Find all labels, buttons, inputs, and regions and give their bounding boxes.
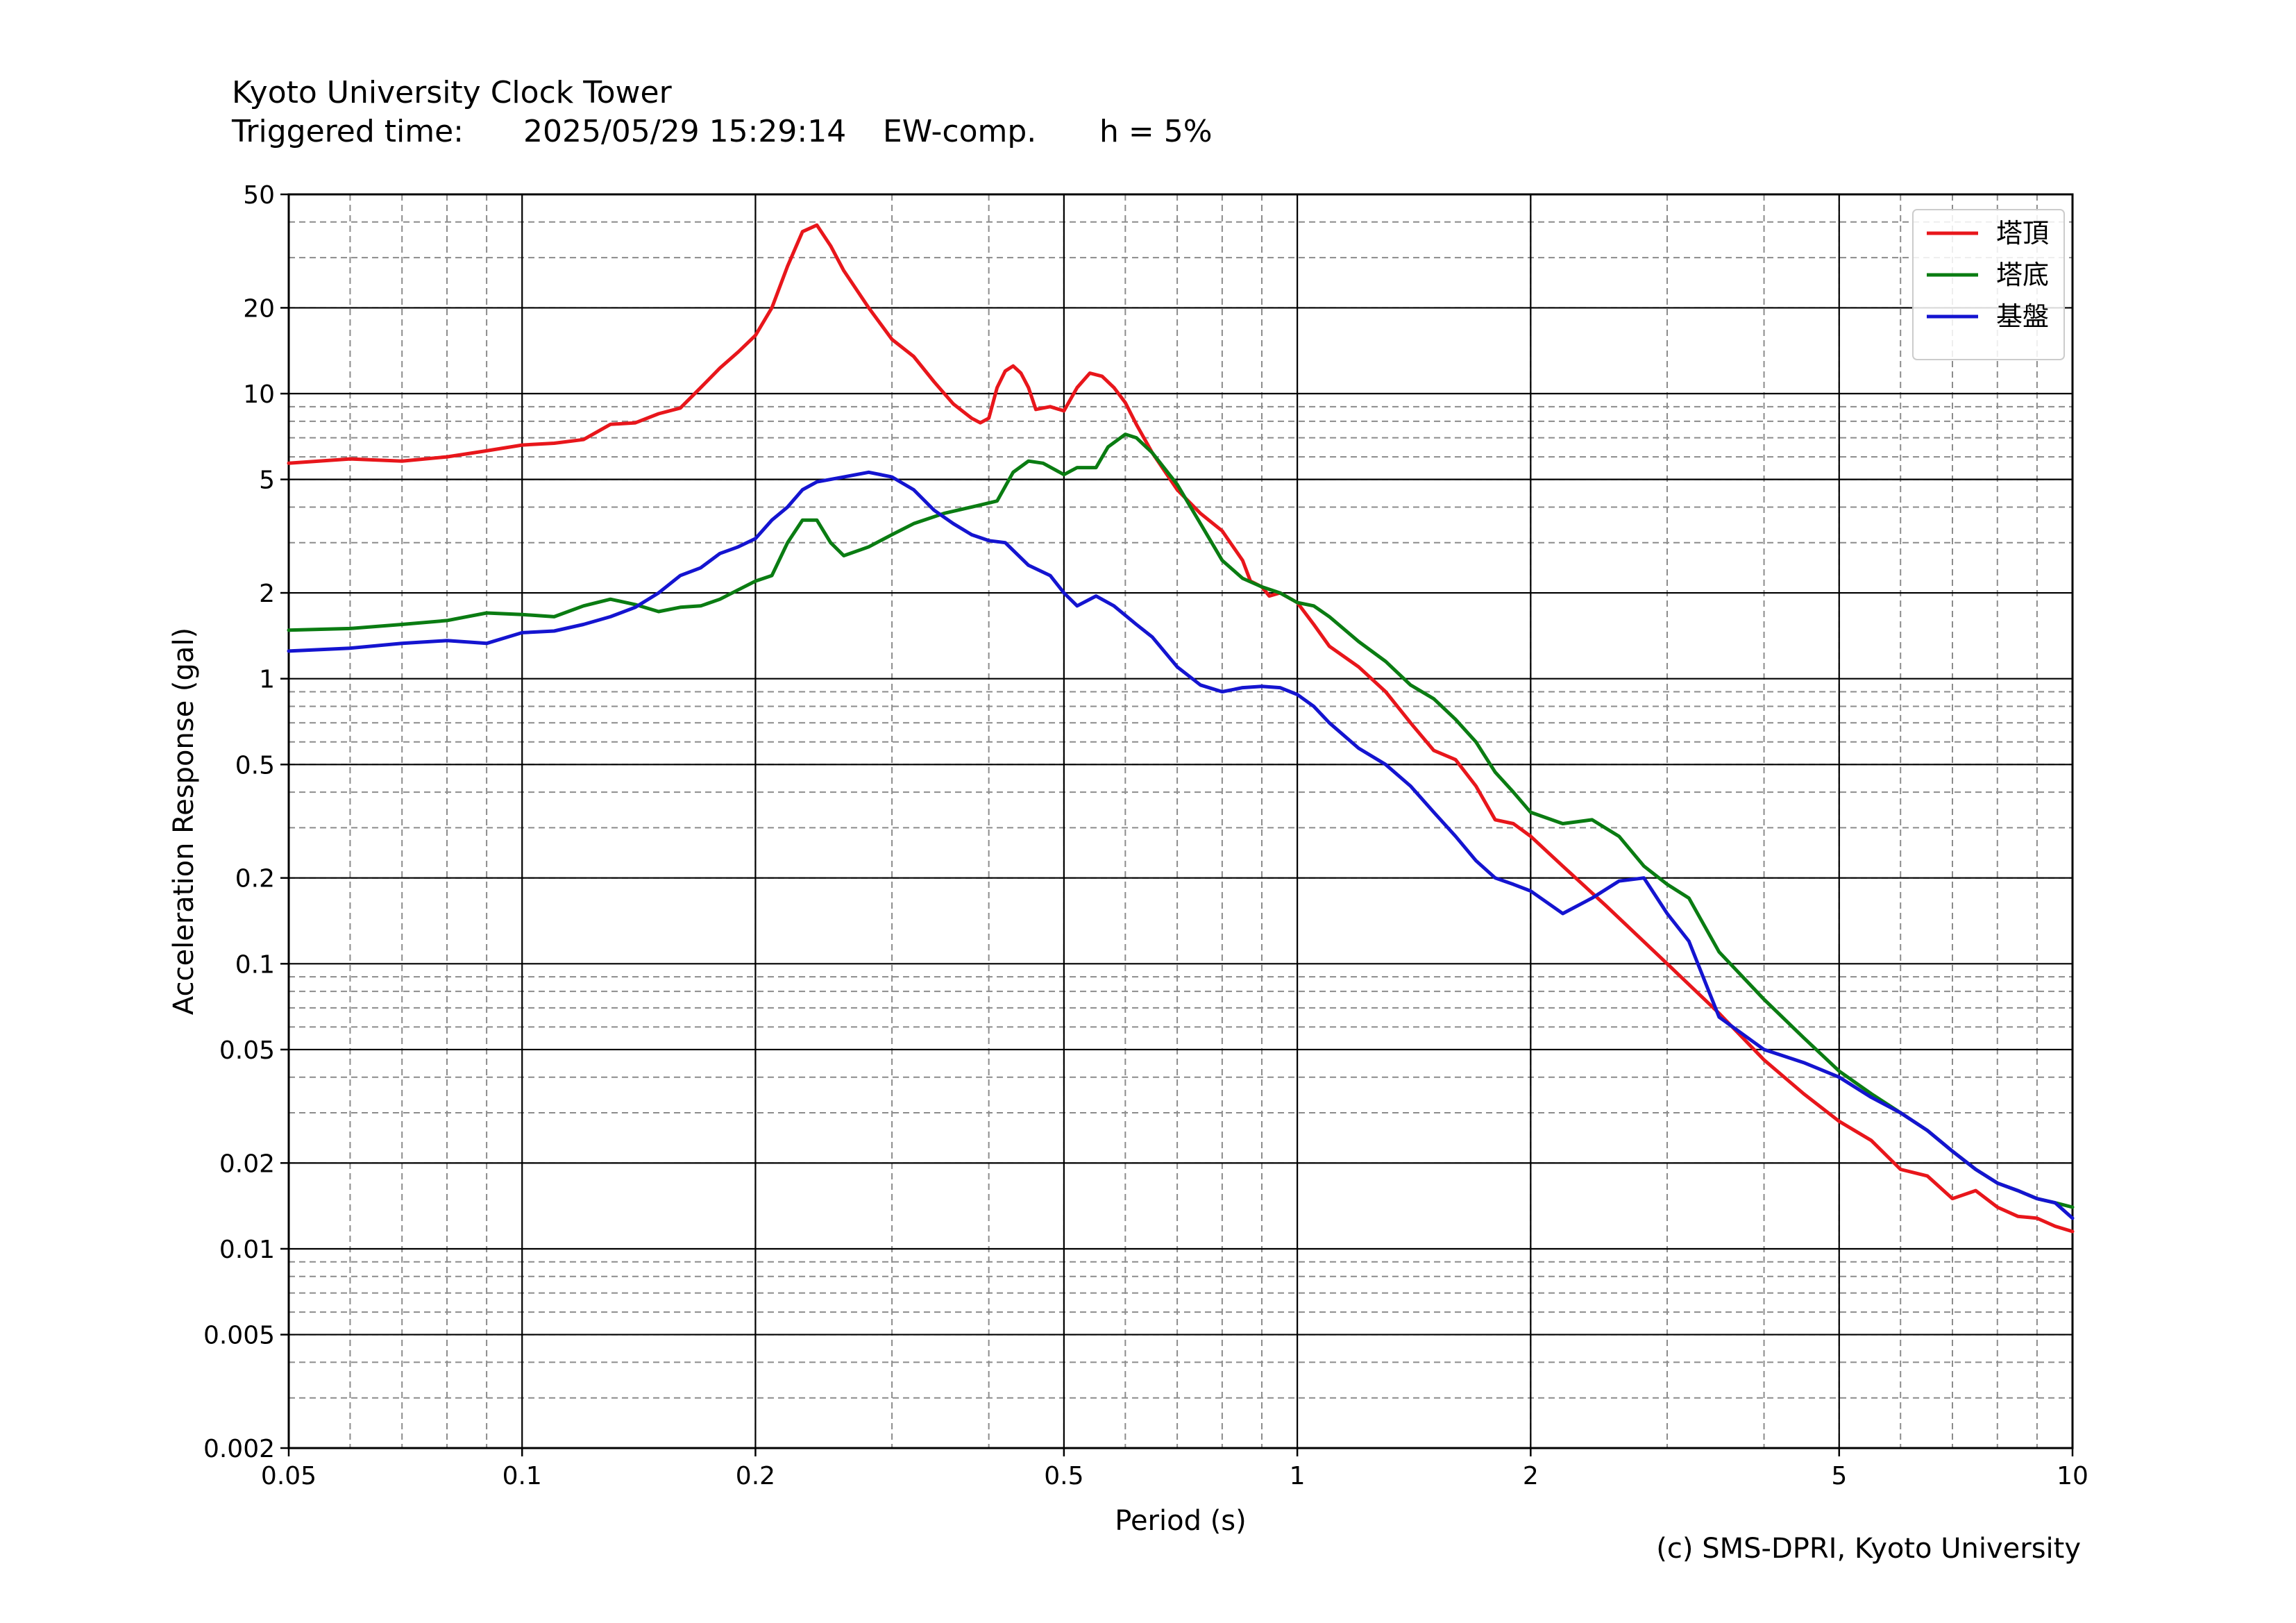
y-tick-label: 1 [259,666,275,694]
chart-title: Kyoto University Clock Tower [232,75,672,110]
triggered-time-value: 2025/05/29 15:29:14 [523,114,847,149]
damping-label: h = 5% [1099,114,1213,149]
y-tick-label: 0.02 [219,1150,275,1178]
x-tick-label: 1 [1290,1462,1306,1490]
y-tick-label: 5 [259,466,275,495]
series-line [287,223,2075,1234]
series-line [287,470,2075,1220]
y-tick-label: 0.1 [235,950,275,979]
plot-frame [287,193,2074,1449]
x-tick-label: 0.5 [1044,1462,1083,1490]
y-tick-label: 50 [243,181,275,210]
y-tick-label: 0.005 [203,1322,275,1350]
x-tick-label: 2 [1523,1462,1539,1490]
x-tick-label: 5 [1831,1462,1847,1490]
y-tick-label: 2 [259,580,275,608]
triggered-time-label: Triggered time: [232,114,464,149]
x-axis-label: Period (s) [1115,1505,1247,1537]
copyright-text: (c) SMS-DPRI, Kyoto University [1656,1533,2081,1565]
y-axis-label: Acceleration Response (gal) [168,628,200,1015]
y-tick-label: 0.002 [203,1435,275,1463]
y-tick-label: 0.01 [219,1236,275,1264]
x-tick-label: 0.1 [503,1462,542,1490]
x-tick-label: 0.05 [261,1462,316,1490]
legend-label: 基盤 [1996,301,2049,332]
legend-label: 塔底 [1996,260,2049,290]
component-label: EW-comp. [883,114,1037,149]
x-tick-label: 0.2 [736,1462,775,1490]
y-tick-label: 0.2 [235,865,275,893]
y-tick-label: 0.5 [235,751,275,780]
x-tick-label: 10 [2057,1462,2088,1490]
y-tick-label: 0.05 [219,1036,275,1065]
y-tick-label: 20 [243,294,275,323]
series-line [287,432,2075,1209]
legend-box [1912,209,2065,360]
legend-label: 塔頂 [1996,218,2049,249]
y-tick-label: 10 [243,380,275,409]
